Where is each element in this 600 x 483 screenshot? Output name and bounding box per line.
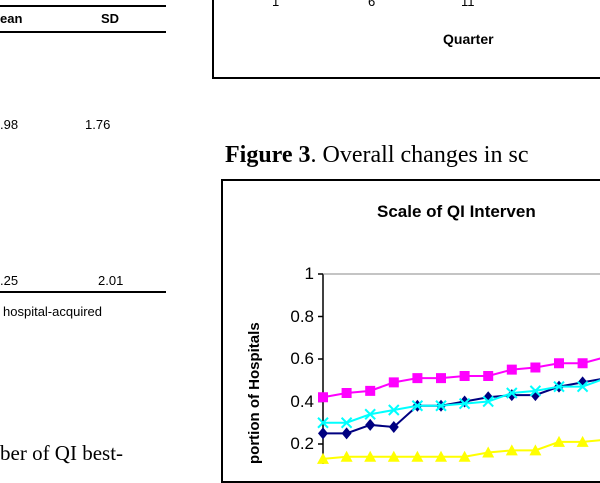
- data-point: [576, 380, 589, 393]
- x-tick-label: 6: [368, 0, 376, 9]
- data-point: [576, 435, 589, 447]
- data-point: [411, 400, 424, 412]
- x-tick-label: 11: [461, 0, 475, 9]
- y-tick-label: 1: [304, 264, 314, 283]
- data-point: [341, 388, 352, 398]
- data-point: [387, 450, 400, 462]
- y-tick-label: 0.2: [290, 434, 314, 453]
- data-point: [436, 373, 446, 384]
- figure3-caption-text: . Overall changes in sc: [310, 142, 529, 168]
- table-cell-sd: 1.76: [85, 117, 111, 132]
- y-tick-label: 0.8: [290, 306, 314, 326]
- x-axis-label: Quarter: [443, 31, 494, 47]
- data-point: [553, 380, 565, 393]
- data-point: [388, 421, 399, 433]
- data-point: [365, 385, 376, 396]
- data-point: [341, 427, 352, 440]
- data-point: [554, 358, 564, 369]
- data-point: [365, 418, 376, 431]
- table-footnote: hospital-acquired: [3, 304, 103, 319]
- figure3-caption: Figure 3. Overall changes in sc: [225, 142, 528, 169]
- data-point: [412, 373, 423, 384]
- figure2-frame: [212, 0, 600, 79]
- data-point: [577, 358, 588, 369]
- data-point: [435, 450, 447, 462]
- data-point: [317, 417, 329, 429]
- table-bottom-rule: [0, 291, 166, 293]
- table-cell-mean: .25: [0, 273, 19, 288]
- table-top-rule: [0, 5, 166, 7]
- data-point: [340, 450, 353, 462]
- data-point: [530, 362, 541, 373]
- data-point: [459, 371, 470, 381]
- data-point: [505, 444, 518, 456]
- data-point: [318, 392, 328, 403]
- data-point: [411, 450, 424, 462]
- data-point: [482, 395, 494, 408]
- body-text: ber of QI best-: [0, 441, 124, 465]
- data-point: [506, 364, 517, 375]
- table-header-sd: SD: [101, 11, 120, 26]
- data-point: [435, 400, 447, 412]
- table-cell-mean: .98: [0, 117, 19, 132]
- table-cell-sd: 2.01: [98, 273, 124, 288]
- data-point: [482, 446, 495, 458]
- table-header-mean: ean: [0, 11, 23, 26]
- data-point: [318, 427, 328, 440]
- data-point: [388, 404, 400, 416]
- x-tick-label: 1: [272, 0, 280, 9]
- chart-title: Scale of QI Interven: [377, 202, 536, 221]
- data-point: [458, 397, 471, 410]
- data-point: [483, 371, 494, 381]
- table-header-rule: [0, 31, 166, 33]
- data-point: [317, 452, 329, 464]
- data-point: [529, 444, 542, 456]
- data-point: [553, 435, 565, 447]
- figure3-caption-label: Figure 3: [225, 142, 311, 168]
- chart-plot: [317, 273, 600, 464]
- data-point: [364, 450, 377, 462]
- y-tick-label: 0.4: [290, 391, 314, 411]
- data-point: [388, 377, 399, 388]
- data-point: [364, 408, 376, 420]
- y-tick-label: 0.6: [290, 349, 314, 368]
- data-point: [340, 417, 353, 429]
- data-point: [506, 387, 518, 399]
- data-point: [529, 385, 542, 397]
- data-point: [458, 450, 471, 462]
